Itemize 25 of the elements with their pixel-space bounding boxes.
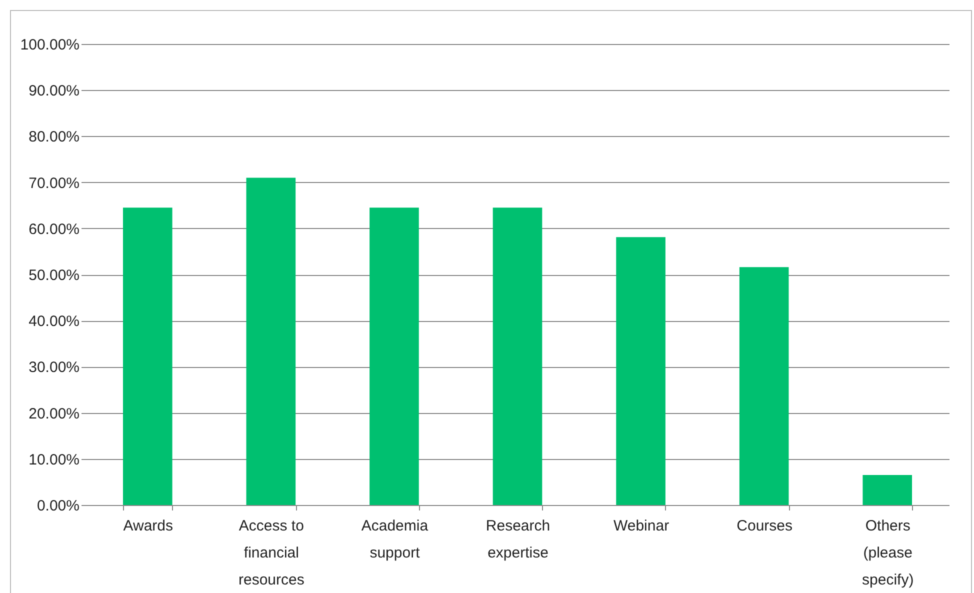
x-tick-label: Courses	[736, 518, 792, 534]
y-tick-label: 20.00%	[28, 405, 80, 422]
x-tick-label: Others (please specify)	[862, 518, 914, 588]
y-tick-label: 90.00%	[28, 82, 80, 100]
y-tick-label: 50.00%	[28, 267, 80, 284]
x-tick-label: Access to financial resources	[238, 518, 304, 588]
bar	[492, 208, 542, 505]
y-tick-label: 80.00%	[28, 128, 80, 146]
bar	[616, 237, 666, 505]
y-tick-label: 10.00%	[28, 451, 80, 468]
bar	[246, 178, 296, 505]
y-tick-label: 70.00%	[28, 174, 80, 192]
y-tick-label: 100.00%	[20, 36, 80, 54]
bar	[370, 208, 419, 505]
y-tick-label: 30.00%	[28, 359, 80, 376]
x-tick-label: Webinar	[613, 518, 670, 534]
bar	[862, 475, 912, 505]
x-tick-label: Research expertise	[486, 518, 550, 562]
x-tick-label: Academia support	[361, 518, 429, 562]
x-tick-label: Awards	[123, 518, 174, 534]
bar	[122, 208, 172, 505]
y-tick-label: 0.00%	[36, 498, 80, 514]
bar	[739, 267, 789, 505]
y-tick-label: 40.00%	[28, 313, 80, 330]
y-tick-label: 60.00%	[28, 220, 80, 238]
